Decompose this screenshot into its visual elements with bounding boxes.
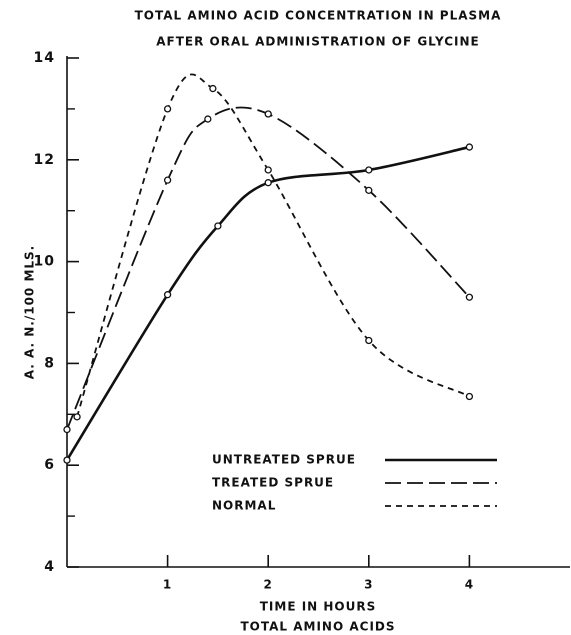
series-line [65,145,470,461]
x-tick-label: 1 [163,578,172,592]
legend-label: TREATED SPRUE [212,476,334,490]
y-tick-label: 12 [34,152,55,168]
x-tick-label: 3 [364,578,373,592]
data-point [365,186,373,194]
data-point [163,291,172,299]
data-point [264,179,272,187]
y-tick-label: 6 [44,457,55,473]
x-tick-label: 4 [465,578,474,592]
data-point [214,222,222,230]
y-tick-label: 4 [44,559,55,575]
data-point [465,143,474,151]
data-point [204,115,212,123]
chart-subtitle: AFTER ORAL ADMINISTRATION OF GLYCINE [156,35,479,49]
series-line [76,73,470,418]
data-point [365,336,373,345]
legend-label: UNTREATED SPRUE [212,453,356,467]
series-line [66,106,471,430]
data-point [264,166,272,174]
y-axis-label: A. A. N./100 MLS. [23,245,37,380]
x-axis-label: TIME IN HOURS [260,600,377,614]
data-point [73,413,81,421]
data-point [63,425,71,434]
chart-title: TOTAL AMINO ACID CONCENTRATION IN PLASMA [135,9,502,23]
caption: TOTAL AMINO ACIDS [240,620,395,634]
y-tick-label: 10 [34,254,55,270]
y-tick-label: 8 [44,355,55,371]
data-point [365,166,373,174]
legend-label: NORMAL [212,499,276,513]
data-point [465,392,474,401]
data-point [163,176,172,184]
data-point [209,84,217,93]
data-point [63,456,71,464]
y-tick-label: 14 [34,50,55,66]
x-tick-label: 2 [264,578,273,592]
data-point [465,293,474,301]
data-point [163,105,172,113]
data-point [264,110,272,118]
